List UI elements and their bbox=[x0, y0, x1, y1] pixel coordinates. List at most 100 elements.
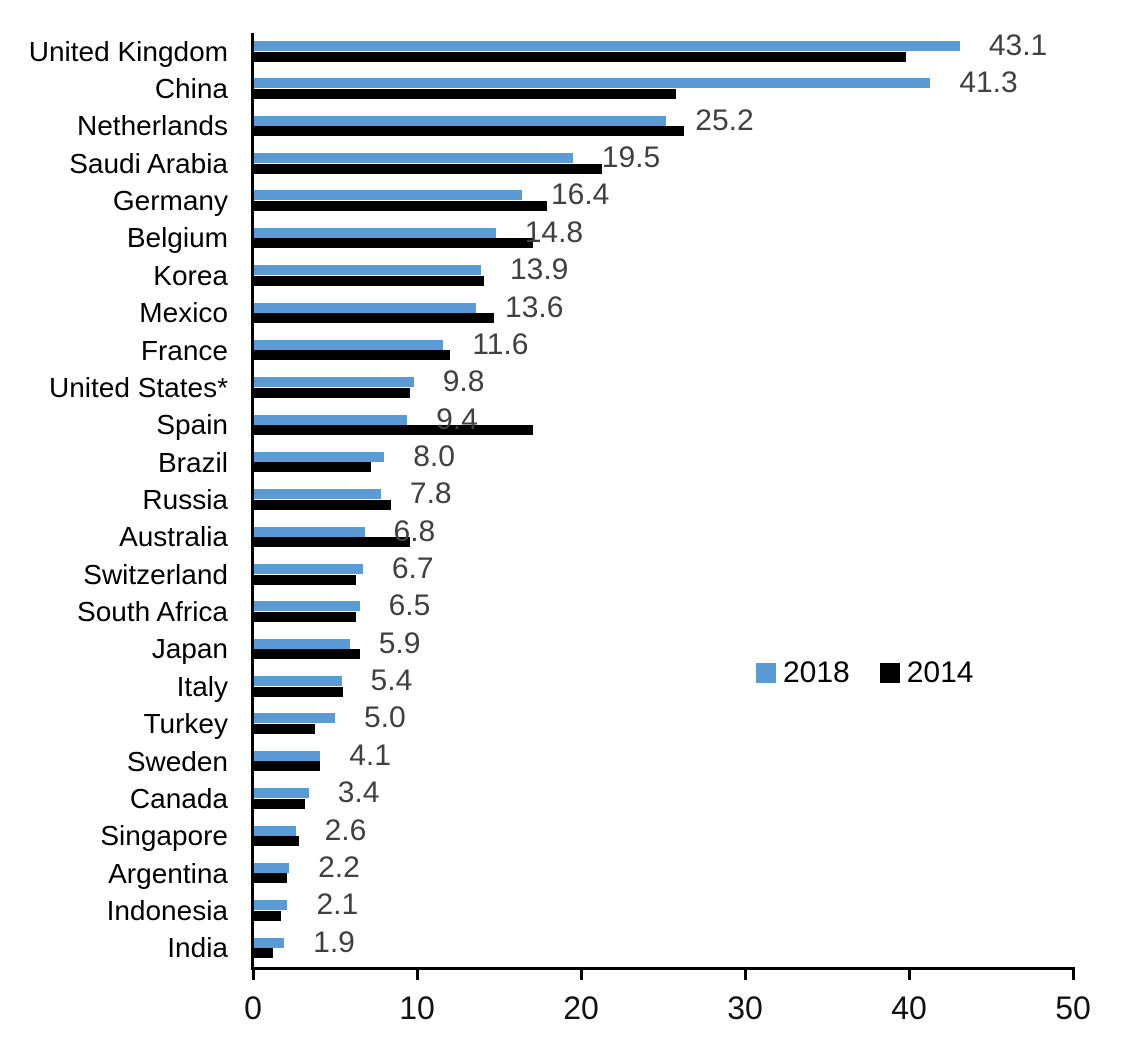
category-label: Canada bbox=[129, 782, 228, 814]
bar-2018 bbox=[253, 937, 285, 948]
bar-2014 bbox=[253, 387, 411, 398]
value-label: 13.6 bbox=[505, 290, 564, 324]
category-label: Belgium bbox=[126, 222, 228, 254]
bar-2014 bbox=[253, 238, 534, 249]
bar-2018 bbox=[253, 489, 381, 500]
category-label: Italy bbox=[176, 670, 228, 702]
bar-2018 bbox=[253, 339, 444, 350]
value-label: 7.8 bbox=[409, 477, 452, 511]
value-label: 6.8 bbox=[393, 514, 436, 548]
bar-2018 bbox=[253, 451, 385, 462]
category-label: India bbox=[167, 932, 228, 964]
category-label: Spain bbox=[156, 409, 228, 441]
bar-2014 bbox=[253, 948, 273, 959]
y-axis-line bbox=[251, 33, 254, 970]
bar-2018 bbox=[253, 302, 477, 313]
x-axis-tick bbox=[252, 967, 255, 980]
value-label: 19.5 bbox=[601, 141, 661, 175]
category-label: Brazil bbox=[157, 446, 228, 478]
value-label: 43.1 bbox=[988, 29, 1048, 62]
bar-2018 bbox=[253, 900, 288, 911]
bar-2014 bbox=[253, 836, 299, 847]
category-label: Singapore bbox=[100, 820, 228, 852]
bar-2018 bbox=[253, 862, 290, 873]
category-label: Saudi Arabia bbox=[69, 147, 228, 179]
value-label: 5.4 bbox=[370, 664, 413, 698]
x-axis-tick-label: 10 bbox=[399, 990, 435, 1026]
x-axis-line bbox=[251, 967, 1074, 970]
category-label: China bbox=[154, 73, 228, 105]
category-label: Japan bbox=[151, 633, 228, 665]
category-label: France bbox=[140, 334, 228, 366]
bar-2014 bbox=[253, 88, 677, 99]
bar-2018 bbox=[253, 788, 309, 799]
value-label: 16.4 bbox=[550, 178, 610, 212]
x-axis-tick bbox=[1072, 967, 1075, 980]
bar-2018 bbox=[253, 190, 522, 201]
category-label: Indonesia bbox=[106, 894, 228, 926]
x-axis-tick-label: 40 bbox=[891, 990, 927, 1026]
bar-2018 bbox=[253, 564, 363, 575]
bar-2018 bbox=[253, 153, 573, 164]
bar-2018 bbox=[253, 750, 321, 761]
bar-2014 bbox=[253, 574, 357, 585]
category-label: Mexico bbox=[139, 297, 228, 329]
legend-item-2014: 2014 bbox=[879, 656, 974, 689]
bar-2014 bbox=[253, 761, 321, 772]
value-label: 14.8 bbox=[524, 215, 584, 249]
bar-2018 bbox=[253, 601, 360, 612]
legend-swatch-2018 bbox=[756, 663, 776, 683]
bar-2014 bbox=[253, 51, 906, 62]
category-label: South Africa bbox=[77, 596, 228, 628]
x-axis-tick-label: 0 bbox=[244, 990, 262, 1026]
value-label: 3.4 bbox=[337, 776, 380, 810]
x-axis-tick bbox=[416, 967, 419, 980]
category-label: United States* bbox=[49, 371, 228, 403]
bar-2014 bbox=[253, 910, 281, 921]
category-label: Argentina bbox=[108, 857, 228, 889]
bar-2014 bbox=[253, 163, 603, 174]
value-label: 4.1 bbox=[349, 738, 391, 772]
value-label: 41.3 bbox=[959, 66, 1018, 100]
bar-2018 bbox=[253, 713, 335, 724]
x-axis-tick bbox=[744, 967, 747, 980]
value-label: 6.5 bbox=[388, 589, 431, 623]
legend: 2018 2014 bbox=[756, 656, 974, 689]
value-label: 25.2 bbox=[695, 103, 754, 137]
legend-label-2014: 2014 bbox=[906, 656, 974, 689]
bar-2018 bbox=[253, 41, 960, 51]
x-axis-tick-label: 20 bbox=[563, 990, 599, 1026]
x-axis-tick bbox=[908, 967, 911, 980]
bar-2018 bbox=[253, 414, 408, 425]
bar-2014 bbox=[253, 462, 372, 473]
category-label: Switzerland bbox=[83, 558, 228, 590]
value-label: 8.0 bbox=[413, 439, 455, 473]
value-label: 2.1 bbox=[316, 888, 359, 922]
bar-2018 bbox=[253, 676, 342, 687]
value-label: 9.8 bbox=[442, 365, 485, 399]
bar-2014 bbox=[253, 350, 450, 361]
bar-2014 bbox=[253, 686, 344, 697]
legend-swatch-2014 bbox=[879, 663, 900, 683]
category-label: Netherlands bbox=[77, 110, 228, 142]
bar-2014 bbox=[253, 649, 360, 660]
value-label: 5.9 bbox=[378, 626, 421, 660]
value-label: 11.6 bbox=[472, 327, 529, 361]
value-label: 9.4 bbox=[436, 402, 478, 436]
category-label: United Kingdom bbox=[28, 35, 228, 67]
bar-2018 bbox=[253, 377, 414, 388]
bar-2014 bbox=[253, 425, 534, 436]
bar-2014 bbox=[253, 537, 411, 548]
bar-2014 bbox=[253, 200, 547, 211]
category-label: Sweden bbox=[126, 745, 228, 777]
bar-2018 bbox=[253, 265, 481, 276]
value-label: 2.6 bbox=[324, 813, 367, 847]
value-label: 6.7 bbox=[391, 552, 434, 586]
category-label: Australia bbox=[119, 521, 228, 553]
legend-item-2018: 2018 bbox=[756, 658, 850, 688]
bar-2014 bbox=[253, 611, 357, 622]
bar-2018 bbox=[253, 227, 496, 238]
bar-2014 bbox=[253, 126, 685, 137]
bar-2014 bbox=[253, 798, 306, 809]
